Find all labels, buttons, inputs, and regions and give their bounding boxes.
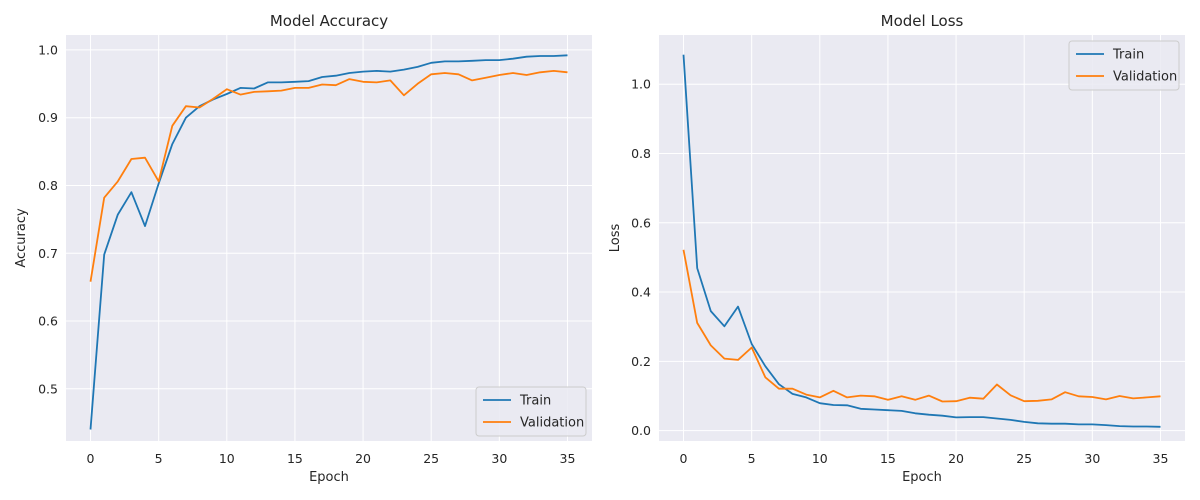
- loss-legend-label-train: Train: [1112, 48, 1144, 63]
- loss-ytick-label: 1.0: [631, 77, 651, 92]
- accuracy-yticks: 0.5 0.6 0.7 0.8 0.9 1.0: [38, 42, 58, 396]
- loss-xtick-label: 25: [1016, 451, 1032, 466]
- accuracy-xtick-label: 35: [560, 451, 576, 466]
- loss-title: Model Loss: [881, 12, 964, 30]
- loss-legend-label-validation: Validation: [1113, 70, 1177, 85]
- accuracy-xticks: 0 5 10 15 20 25 30 35: [87, 451, 576, 466]
- loss-grid: [659, 35, 1185, 441]
- accuracy-legend: Train Validation: [475, 386, 587, 437]
- accuracy-xtick-label: 5: [155, 451, 163, 466]
- accuracy-xtick-label: 15: [287, 451, 303, 466]
- accuracy-ytick-label: 0.8: [38, 178, 58, 193]
- accuracy-legend-label-train: Train: [519, 394, 551, 409]
- loss-legend: Train Validation: [1068, 40, 1180, 91]
- accuracy-legend-label-validation: Validation: [520, 416, 584, 431]
- accuracy-y-axis-label: Accuracy: [14, 208, 29, 268]
- loss-xticks: 0 5 10 15 20 25 30 35: [680, 451, 1169, 466]
- accuracy-x-axis-label: Epoch: [309, 470, 349, 485]
- accuracy-xtick-label: 10: [219, 451, 235, 466]
- loss-ytick-label: 0.8: [631, 146, 651, 161]
- accuracy-xtick-label: 30: [491, 451, 507, 466]
- accuracy-xtick-label: 25: [423, 451, 439, 466]
- accuracy-ytick-label: 0.5: [38, 381, 58, 396]
- accuracy-ytick-label: 0.6: [38, 314, 58, 329]
- accuracy-grid: [66, 35, 592, 441]
- accuracy-ytick-label: 0.9: [38, 110, 58, 125]
- accuracy-xtick-label: 0: [87, 451, 95, 466]
- accuracy-plot-area: [66, 35, 592, 441]
- loss-xtick-label: 5: [748, 451, 756, 466]
- accuracy-series: [89, 54, 568, 430]
- accuracy-validation-line: [89, 70, 568, 282]
- loss-y-axis-label: Loss: [608, 224, 623, 253]
- loss-xtick-label: 10: [812, 451, 828, 466]
- loss-train-line: [682, 54, 1161, 428]
- loss-x-axis-label: Epoch: [902, 470, 942, 485]
- accuracy-xtick-label: 20: [355, 451, 371, 466]
- loss-series: [682, 54, 1161, 428]
- accuracy-chart: 0 5 10 15 20 25 30 35 0.5 0.6 0.7 0.8 0.9 1.0 Model …: [14, 12, 592, 485]
- accuracy-ytick-label: 0.7: [38, 246, 58, 261]
- loss-chart: 0 5 10 15 20 25 30 35 0.0 0.2 0.4 0.6 0.8 1.0 Model …: [608, 12, 1185, 485]
- loss-xtick-label: 30: [1084, 451, 1100, 466]
- accuracy-ytick-label: 1.0: [38, 42, 58, 57]
- loss-xtick-label: 15: [880, 451, 896, 466]
- accuracy-train-line: [89, 54, 568, 430]
- loss-ytick-label: 0.0: [631, 423, 651, 438]
- loss-ytick-label: 0.6: [631, 215, 651, 230]
- loss-ytick-label: 0.4: [631, 285, 651, 300]
- loss-validation-line: [682, 249, 1161, 403]
- loss-plot-area: [659, 35, 1185, 441]
- accuracy-title: Model Accuracy: [270, 12, 388, 30]
- loss-ytick-label: 0.2: [631, 354, 651, 369]
- loss-yticks: 0.0 0.2 0.4 0.6 0.8 1.0: [631, 77, 651, 438]
- loss-xtick-label: 35: [1153, 451, 1169, 466]
- loss-xtick-label: 20: [948, 451, 964, 466]
- loss-xtick-label: 0: [680, 451, 688, 466]
